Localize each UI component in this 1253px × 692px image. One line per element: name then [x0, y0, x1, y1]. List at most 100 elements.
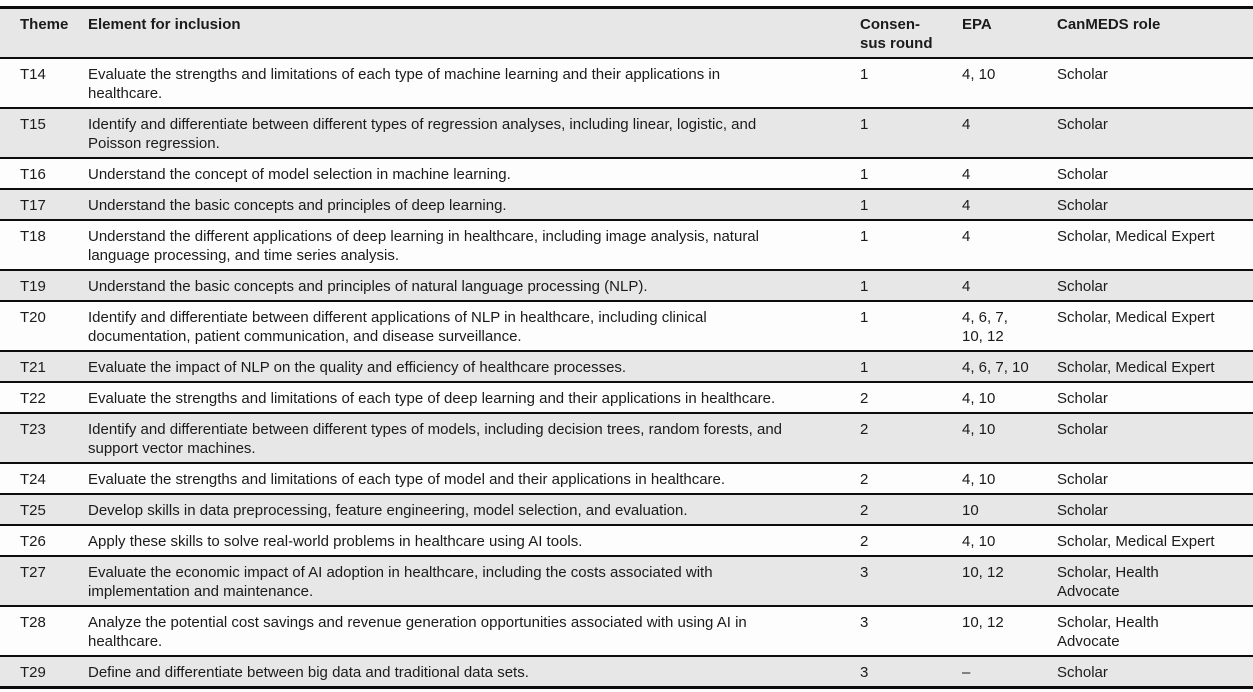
table-row: T27 Evaluate the economic impact of AI ad…: [0, 555, 1253, 606]
consensus-cell: 1: [860, 58, 962, 108]
consensus-cell: 1: [860, 300, 962, 351]
epa-cell: 4, 6, 7, 10: [962, 350, 1057, 382]
element-cell: Evaluate the strengths and limitations o…: [88, 58, 860, 108]
consensus-cell: 3: [860, 605, 962, 656]
col-header-epa: EPA: [962, 7, 1057, 59]
canmeds-cell: Scholar: [1057, 412, 1253, 463]
table-row: T29 Define and differentiate between big …: [0, 655, 1253, 688]
element-cell: Evaluate the impact of NLP on the qualit…: [88, 350, 860, 382]
epa-cell: 4, 10: [962, 58, 1057, 108]
table-row: T17 Understand the basic concepts and pri…: [0, 188, 1253, 220]
element-cell: Identify and differentiate between diffe…: [88, 300, 860, 351]
consensus-cell: 2: [860, 462, 962, 494]
theme-cell: T24: [0, 462, 88, 494]
theme-cell: T23: [0, 412, 88, 463]
theme-cell: T29: [0, 655, 88, 688]
canmeds-cell: Scholar: [1057, 655, 1253, 688]
theme-cell: T27: [0, 555, 88, 606]
consensus-cell: 2: [860, 381, 962, 413]
canmeds-cell: Scholar: [1057, 157, 1253, 189]
theme-cell: T26: [0, 524, 88, 556]
table-body: T14 Evaluate the strengths and limitation…: [0, 58, 1253, 688]
consensus-cell: 1: [860, 107, 962, 158]
col-header-theme: Theme: [0, 7, 88, 59]
epa-cell: 10: [962, 493, 1057, 525]
canmeds-cell: Scholar: [1057, 381, 1253, 413]
epa-cell: 4: [962, 157, 1057, 189]
consensus-cell: 1: [860, 350, 962, 382]
epa-cell: 4: [962, 219, 1057, 270]
epa-cell: 4, 6, 7, 10, 12: [962, 300, 1057, 351]
element-cell: Evaluate the strengths and limitations o…: [88, 381, 860, 413]
table-row: T24 Evaluate the strengths and limitation…: [0, 462, 1253, 494]
epa-cell: 4, 10: [962, 462, 1057, 494]
canmeds-cell: Scholar: [1057, 188, 1253, 220]
table-row: T15 Identify and differentiate between di…: [0, 107, 1253, 158]
epa-cell: –: [962, 655, 1057, 688]
element-cell: Understand the basic concepts and princi…: [88, 269, 860, 301]
epa-cell: 10, 12: [962, 605, 1057, 656]
canmeds-cell: Scholar, Medical Expert: [1057, 219, 1253, 270]
theme-cell: T22: [0, 381, 88, 413]
epa-cell: 4: [962, 188, 1057, 220]
element-cell: Identify and differentiate between diffe…: [88, 107, 860, 158]
table-row: T18 Understand the different applications…: [0, 219, 1253, 270]
consensus-cell: 2: [860, 412, 962, 463]
element-cell: Evaluate the economic impact of AI adopt…: [88, 555, 860, 606]
element-cell: Apply these skills to solve real-world p…: [88, 524, 860, 556]
table-row: T23 Identify and differentiate between di…: [0, 412, 1253, 463]
theme-cell: T16: [0, 157, 88, 189]
element-cell: Identify and differentiate between diffe…: [88, 412, 860, 463]
element-cell: Define and differentiate between big dat…: [88, 655, 860, 688]
consensus-cell: 3: [860, 555, 962, 606]
element-cell: Understand the basic concepts and princi…: [88, 188, 860, 220]
table-row: T14 Evaluate the strengths and limitation…: [0, 58, 1253, 108]
canmeds-cell: Scholar: [1057, 58, 1253, 108]
header-row: Theme Element for inclusion Consen- sus …: [0, 7, 1253, 59]
consensus-cell: 3: [860, 655, 962, 688]
inclusion-elements-table: Theme Element for inclusion Consen- sus …: [0, 6, 1253, 689]
theme-cell: T20: [0, 300, 88, 351]
theme-cell: T19: [0, 269, 88, 301]
table-row: T28 Analyze the potential cost savings an…: [0, 605, 1253, 656]
element-cell: Develop skills in data preprocessing, fe…: [88, 493, 860, 525]
epa-cell: 4: [962, 269, 1057, 301]
theme-cell: T21: [0, 350, 88, 382]
theme-cell: T17: [0, 188, 88, 220]
table-row: T26 Apply these skills to solve real-worl…: [0, 524, 1253, 556]
col-header-canmeds: CanMEDS role: [1057, 7, 1253, 59]
table-row: T16 Understand the concept of model selec…: [0, 157, 1253, 189]
table-row: T25 Develop skills in data preprocessing,…: [0, 493, 1253, 525]
epa-cell: 4, 10: [962, 524, 1057, 556]
canmeds-cell: Scholar, Medical Expert: [1057, 300, 1253, 351]
consensus-cell: 1: [860, 157, 962, 189]
col-header-element: Element for inclusion: [88, 7, 860, 59]
theme-cell: T28: [0, 605, 88, 656]
theme-cell: T25: [0, 493, 88, 525]
theme-cell: T18: [0, 219, 88, 270]
consensus-cell: 1: [860, 269, 962, 301]
element-cell: Understand the concept of model selectio…: [88, 157, 860, 189]
element-cell: Analyze the potential cost savings and r…: [88, 605, 860, 656]
consensus-cell: 1: [860, 219, 962, 270]
table-row: T22 Evaluate the strengths and limitation…: [0, 381, 1253, 413]
theme-cell: T14: [0, 58, 88, 108]
table-row: T20 Identify and differentiate between di…: [0, 300, 1253, 351]
consensus-cell: 2: [860, 524, 962, 556]
canmeds-cell: Scholar, Medical Expert: [1057, 524, 1253, 556]
canmeds-cell: Scholar: [1057, 107, 1253, 158]
table-row: T21 Evaluate the impact of NLP on the qua…: [0, 350, 1253, 382]
table-header: Theme Element for inclusion Consen- sus …: [0, 7, 1253, 59]
canmeds-cell: Scholar, Health Advocate: [1057, 555, 1253, 606]
canmeds-cell: Scholar: [1057, 269, 1253, 301]
epa-cell: 10, 12: [962, 555, 1057, 606]
theme-cell: T15: [0, 107, 88, 158]
canmeds-cell: Scholar, Health Advocate: [1057, 605, 1253, 656]
col-header-consensus: Consen- sus round: [860, 7, 962, 59]
epa-cell: 4: [962, 107, 1057, 158]
element-cell: Understand the different applications of…: [88, 219, 860, 270]
canmeds-cell: Scholar: [1057, 493, 1253, 525]
epa-cell: 4, 10: [962, 381, 1057, 413]
consensus-cell: 1: [860, 188, 962, 220]
table-row: T19 Understand the basic concepts and pri…: [0, 269, 1253, 301]
